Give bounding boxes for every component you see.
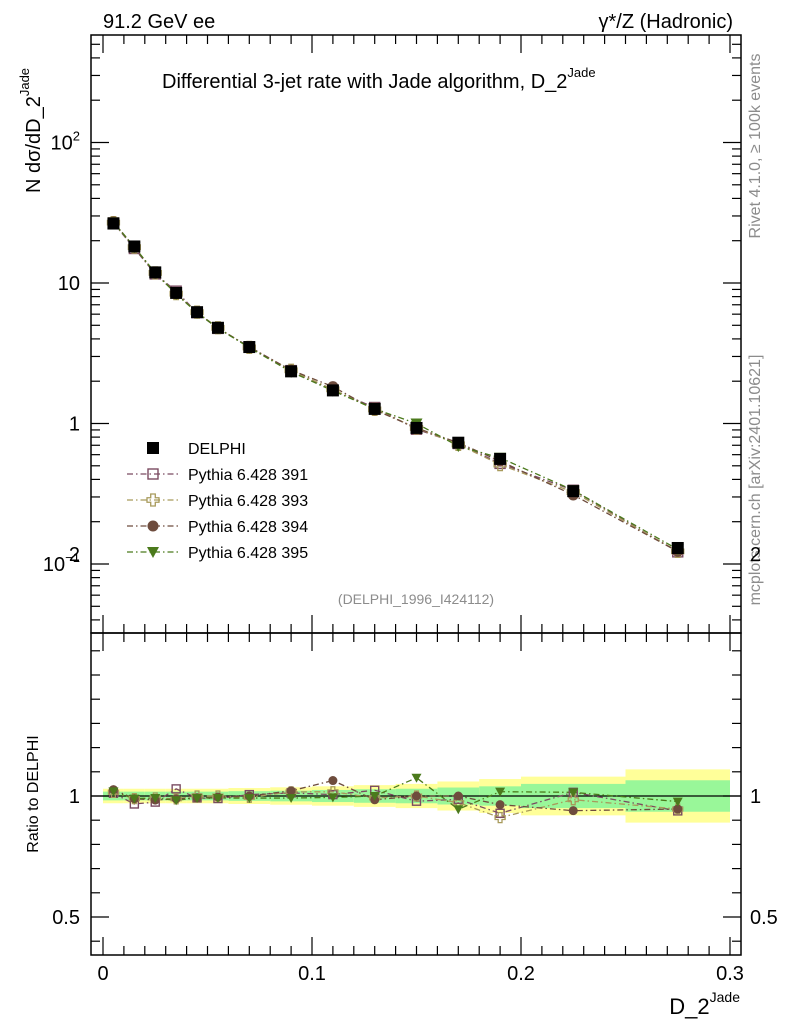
legend-label: DELPHI [188,441,246,458]
legend-label: Pythia 6.428 393 [188,493,308,510]
point-delphi [672,542,684,554]
x-tick-label: 0 [97,963,108,985]
legend-label: Pythia 6.428 394 [188,519,308,536]
point-delphi [128,240,140,252]
legend-marker-delphi [147,442,159,454]
ratio-tick-label-left: 0.5 [52,907,80,929]
energy-label: 91.2 GeV ee [103,11,215,33]
x-tick-label: 0.3 [716,963,744,985]
ratio-axis-title: Ratio to DELPHI [25,735,42,852]
x-tick-label: 0.2 [507,963,535,985]
legend: DELPHI Pythia 6.428 391 Pythia 6.428 393 Py… [127,441,308,562]
legend-label: Pythia 6.428 391 [188,467,308,484]
ratio-tick-label-right: 0.5 [750,907,778,929]
process-label: γ*/Z (Hadronic) [599,11,733,33]
x-axis-title: D_2Jade [669,989,740,1019]
x-tick-label: 0.1 [298,963,326,985]
point-delphi [212,322,224,334]
ratio-point-pythia-6-428-394 [496,800,505,809]
point-delphi [494,453,506,465]
chart-title: Differential 3-jet rate with Jade algori… [162,65,596,93]
ratio-tick-label-right: 2 [750,544,761,566]
legend-marker-pythia-6-428-394 [148,521,159,532]
chart: 91.2 GeV ee γ*/Z (Hadronic) Rivet 4.1.0,… [0,0,786,1024]
y-axis-title: N dσ/dD_2Jade [17,68,45,193]
y-axis-title-main: N dσ/dD_2 [23,96,45,193]
ratio-tick-label-left: 2 [69,544,80,566]
chart-title-sup: Jade [567,65,595,80]
point-delphi [170,287,182,299]
point-delphi [107,218,119,230]
ratio-point-pythia-6-428-394 [454,792,463,801]
ratio-tick-label-right: 1 [750,786,761,808]
point-delphi [369,403,381,415]
legend-label: Pythia 6.428 395 [188,545,308,562]
main-panel-frame [91,35,741,633]
chart-title-main: Differential 3-jet rate with Jade algori… [162,71,567,93]
point-delphi [327,384,339,396]
point-delphi [567,485,579,497]
y-tick-label: 10 [58,273,80,295]
point-delphi [149,266,161,278]
ratio-tick-label-left: 1 [69,786,80,808]
x-axis-title-main: D_2 [669,994,709,1019]
point-delphi [411,422,423,434]
ratio-point-pythia-6-428-394 [287,786,296,795]
y-tick-label: 1 [69,414,80,436]
ratio-point-pythia-6-428-394 [569,806,578,815]
y-tick-label: 102 [51,129,80,155]
ratio-point-pythia-6-428-394 [412,792,421,801]
x-axis-title-sup: Jade [710,989,741,1005]
point-delphi [243,341,255,353]
ratio-point-pythia-6-428-395 [412,774,422,783]
mcplots-label: mcplots.cern.ch [arXiv:2401.10621] [747,355,764,606]
analysis-label: (DELPHI_1996_I424112) [338,591,494,607]
point-delphi [452,437,464,449]
ratio-point-pythia-6-428-394 [328,776,337,785]
rivet-version-label: Rivet 4.1.0, ≥ 100k events [747,54,764,239]
point-delphi [285,365,297,377]
point-delphi [191,306,203,318]
y-axis-title-sup: Jade [17,68,32,96]
